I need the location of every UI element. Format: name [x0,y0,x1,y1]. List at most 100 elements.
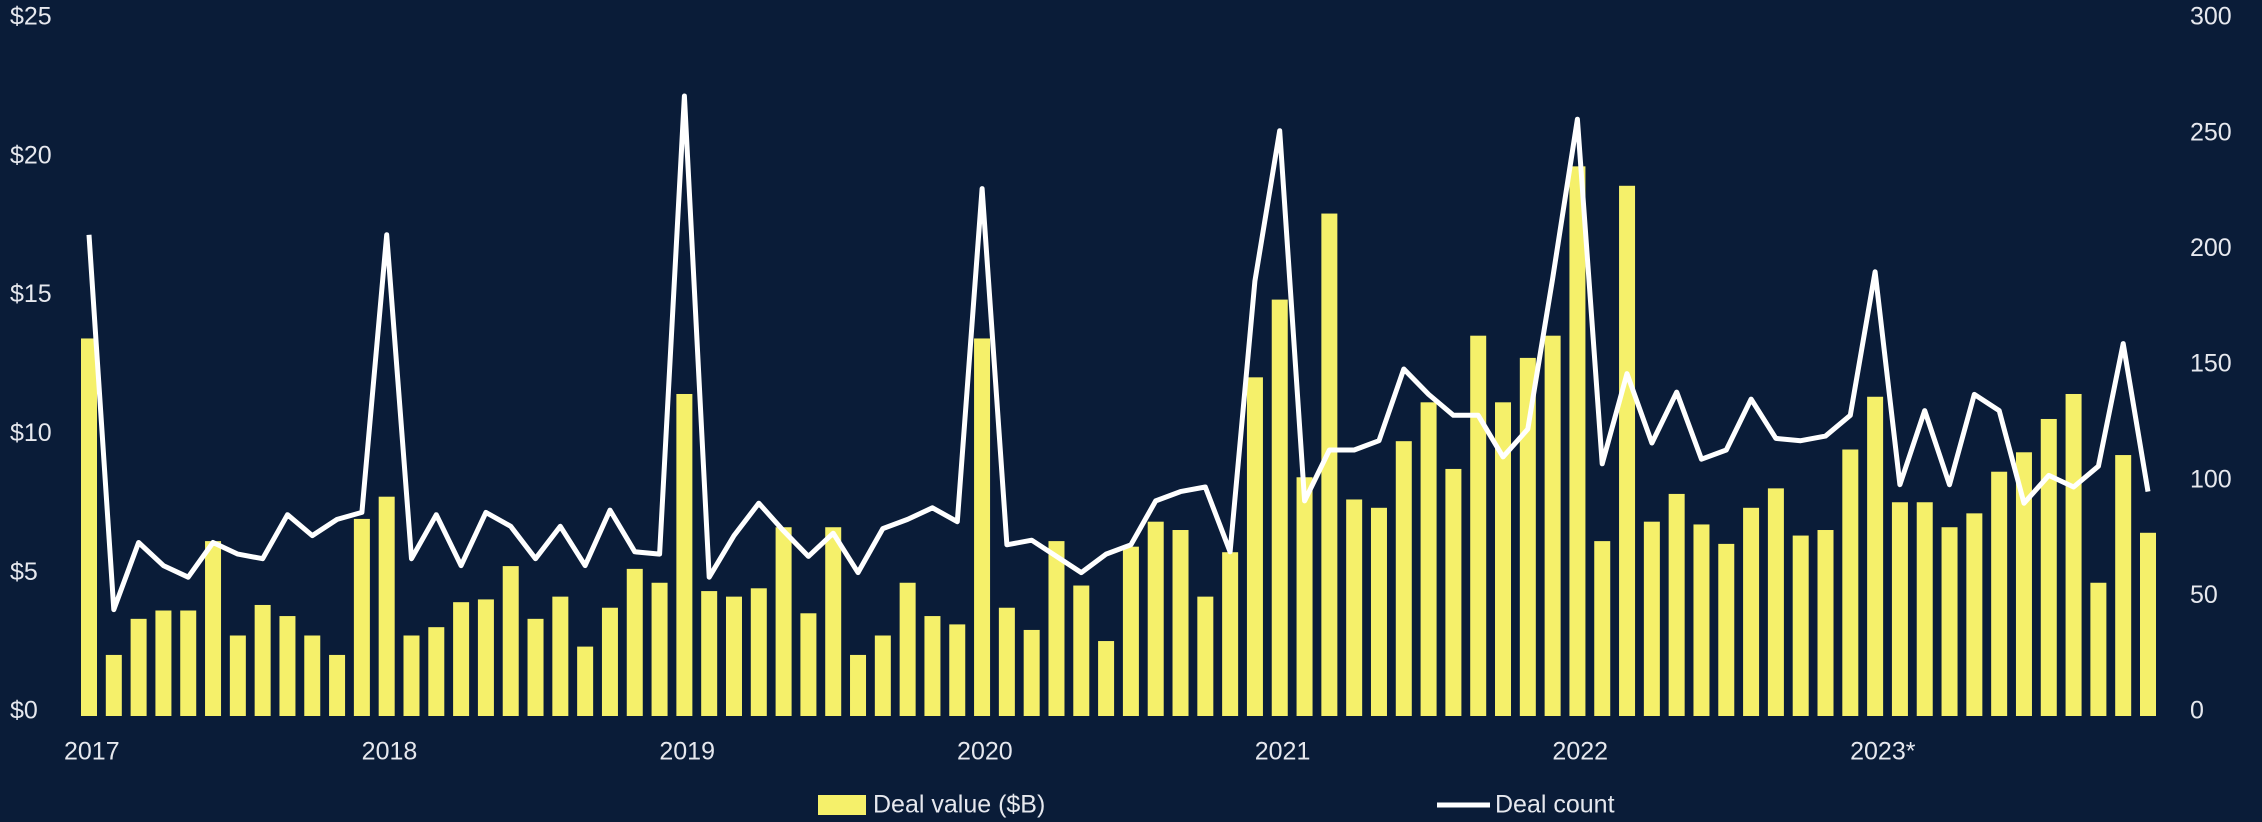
bar [552,596,569,716]
bar [651,582,668,716]
bar [1098,641,1115,716]
y-tick-label: $0 [10,697,38,725]
bar [1842,449,1859,716]
legend-label: Deal value ($B) [873,791,1045,819]
bar [924,616,941,716]
bar [577,646,594,716]
bar [2090,582,2107,716]
y-tick-label: $25 [10,3,52,31]
x-tick-label: 2023* [1850,738,1916,766]
x-tick-label: 2022 [1552,738,1608,766]
bar [825,527,842,716]
x-tick-label: 2017 [64,738,120,766]
bar [701,591,718,716]
bar [725,596,742,716]
bar [1147,521,1164,716]
bar [1172,530,1189,716]
y2-tick-label: 200 [2190,234,2232,262]
line [86,93,2151,613]
bar [1445,468,1462,716]
bar [1495,402,1512,716]
bar [676,393,693,716]
bar [428,627,445,716]
bar [874,635,891,716]
bar [1346,499,1363,716]
bar [1321,213,1338,716]
bar [775,527,792,716]
x-tick-label: 2018 [362,738,418,766]
bar [254,604,271,716]
y2-tick-label: 50 [2190,581,2218,609]
bar [1792,535,1809,716]
x-tick-label: 2019 [659,738,715,766]
bar [1048,541,1065,716]
bar [2015,452,2032,716]
bar [1470,335,1487,716]
bar [949,624,966,716]
bar [1643,521,1660,716]
bar [279,616,296,716]
bar [477,599,494,716]
bar [1991,471,2008,716]
bar [850,654,867,716]
y-tick-label: $10 [10,419,52,447]
bar [1197,596,1214,716]
y2-tick-label: 100 [2190,465,2232,493]
bar [81,338,97,716]
bar [205,541,222,716]
bar [1594,541,1611,716]
bar [1246,377,1263,716]
bar [1916,502,1933,716]
bar [1370,507,1387,716]
bar [1420,402,1437,716]
legend-swatch [818,795,866,815]
bar [130,618,147,716]
bar [1941,527,1958,716]
y-tick-label: $5 [10,558,38,586]
bar [229,635,246,716]
bar [1395,441,1412,716]
bar [1718,543,1735,716]
bar [2140,532,2156,716]
bar [155,610,172,716]
bar [403,635,420,716]
bar [626,568,643,716]
bar [1693,524,1710,716]
y-tick-label: $15 [10,280,52,308]
bar [1668,493,1685,716]
bar [1544,335,1561,716]
bar [1296,477,1313,716]
bar [1519,357,1536,716]
bar [1619,185,1636,716]
bar [2065,393,2082,716]
bar [1569,166,1586,717]
bar [1767,488,1784,716]
bar [1817,530,1834,716]
bar [1743,507,1760,716]
bar [378,496,395,716]
bar [974,338,991,716]
bar [1122,546,1139,716]
bar [105,654,122,716]
bar [1073,585,1090,716]
bar [304,635,321,716]
bar [998,607,1015,716]
y2-tick-label: 150 [2190,350,2232,378]
bar [453,602,470,716]
bar [1891,502,1908,716]
bar [353,518,370,716]
bar [2115,455,2132,716]
y2-tick-label: 0 [2190,697,2204,725]
bar [1023,629,1040,716]
y2-tick-label: 300 [2190,3,2232,31]
bar [800,613,817,716]
bar [527,618,544,716]
bar [750,588,767,716]
bar [1867,396,1884,716]
bar [1966,513,1983,716]
legend-label: Deal count [1495,791,1615,819]
bar [329,654,346,716]
y-tick-label: $20 [10,141,52,169]
